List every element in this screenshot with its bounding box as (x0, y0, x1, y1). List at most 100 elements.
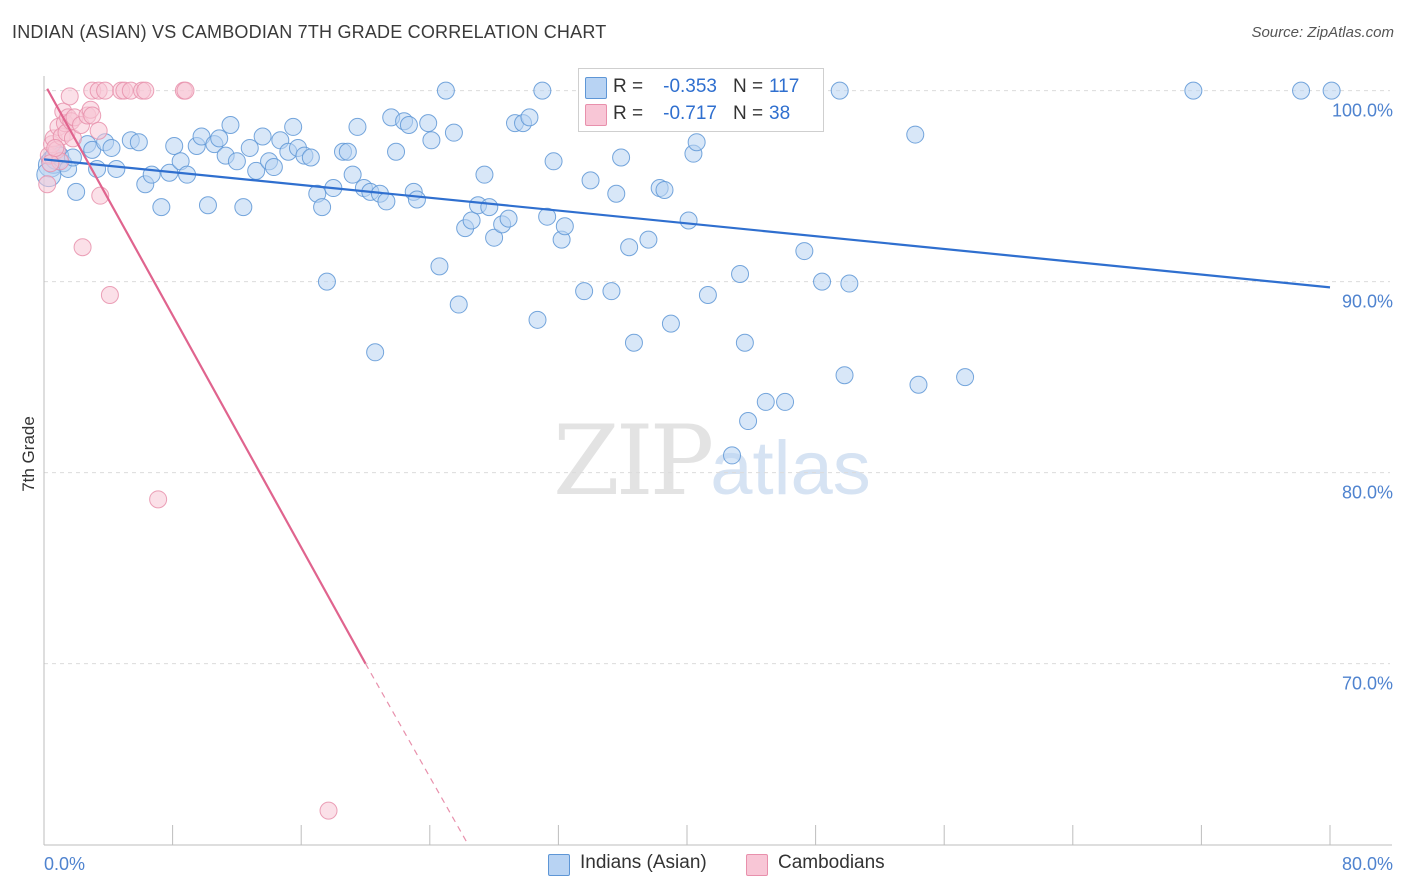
data-point (422, 131, 441, 150)
series-indians-asian (36, 81, 1341, 465)
trend-lines (43, 88, 1331, 846)
data-point (1184, 81, 1203, 100)
data-point (449, 295, 468, 314)
data-point (698, 285, 717, 304)
watermark-atlas: atlas (710, 426, 871, 511)
data-point (67, 182, 86, 201)
data-point (538, 207, 557, 226)
data-point (253, 127, 272, 146)
source-text: Source: ZipAtlas.com (1251, 24, 1394, 41)
data-point (165, 137, 184, 156)
data-point (136, 81, 155, 100)
data-point (575, 282, 594, 301)
data-point (661, 314, 680, 333)
data-point (102, 138, 121, 157)
data-point (366, 343, 385, 362)
data-point (387, 142, 406, 161)
data-point (813, 272, 832, 291)
data-point (436, 81, 455, 100)
data-point (756, 392, 775, 411)
legend-swatch-cambodians (585, 104, 607, 126)
data-point (444, 123, 463, 142)
grid (44, 90, 1390, 665)
data-point (735, 333, 754, 352)
data-point (830, 81, 849, 100)
data-point (723, 446, 742, 465)
data-point (639, 230, 658, 249)
data-point (152, 198, 171, 217)
data-point (176, 81, 195, 100)
data-point (533, 81, 552, 100)
data-point (679, 211, 698, 230)
data-point (198, 196, 217, 215)
legend-row-indians: R = -0.353 N = 117 (579, 75, 823, 99)
data-point (795, 242, 814, 261)
chart-title: INDIAN (ASIAN) VS CAMBODIAN 7TH GRADE CO… (12, 22, 607, 42)
data-point (731, 264, 750, 283)
data-point (227, 152, 246, 171)
data-point (528, 310, 547, 329)
data-point (221, 116, 240, 135)
data-point (234, 198, 253, 217)
data-point (377, 192, 396, 211)
data-point (581, 171, 600, 190)
data-point (624, 333, 643, 352)
data-point (776, 392, 795, 411)
legend-r-label: R = (613, 76, 644, 97)
data-point (313, 198, 332, 217)
data-point (607, 184, 626, 203)
legend-label-cambodians: Cambodians (778, 852, 885, 873)
data-point (338, 142, 357, 161)
data-point (909, 375, 928, 394)
data-point (73, 238, 92, 257)
data-point (210, 129, 229, 148)
data-point (343, 165, 362, 184)
y-tick-label: 100.0% (1332, 101, 1393, 121)
data-point (687, 133, 706, 152)
data-point (499, 209, 518, 228)
data-point (89, 121, 108, 140)
legend-row-cambodians: R = -0.717 N = 38 (579, 102, 823, 126)
legend-label-indians: Indians (Asian) (580, 852, 707, 873)
axes (43, 76, 1392, 846)
y-axis-label: 7th Grade (19, 416, 38, 492)
data-point (46, 138, 65, 157)
data-point (956, 368, 975, 387)
data-point (739, 412, 758, 431)
legend-swatch-indians (548, 854, 570, 876)
legend-n-value: 38 (769, 103, 791, 124)
data-point (100, 285, 119, 304)
legend-n-label: N = (733, 76, 764, 97)
data-point (602, 282, 621, 301)
data-point (620, 238, 639, 257)
legend-n-value: 117 (769, 76, 800, 97)
data-point (60, 87, 79, 106)
data-point (544, 152, 563, 171)
data-point (129, 133, 148, 152)
y-tick-label: 80.0% (1342, 483, 1393, 503)
y-tick-label: 90.0% (1342, 292, 1393, 312)
stats-legend: R = -0.353 N = 117 R = -0.717 N = 38 (578, 68, 824, 132)
data-point (149, 490, 168, 509)
data-point (1292, 81, 1311, 100)
data-point (264, 158, 283, 177)
data-point (840, 274, 859, 293)
legend-swatch-indians (585, 77, 607, 99)
data-point (319, 801, 338, 820)
axis-labels: 70.0% 80.0% 90.0% 100.0% 0.0% 80.0% 7th Grade (19, 101, 1393, 874)
data-point (399, 116, 418, 135)
x-tick-label: 80.0% (1342, 854, 1393, 874)
watermark-zip: ZIP (553, 405, 714, 517)
trend-line-cambodians (46, 88, 367, 665)
trend-line-cambodians-extension (364, 663, 469, 846)
data-point (1322, 81, 1341, 100)
y-tick-label: 70.0% (1342, 674, 1393, 694)
data-point (419, 114, 438, 133)
legend-r-value: -0.353 (663, 76, 717, 97)
data-point (520, 108, 539, 127)
trend-line-indians (43, 158, 1331, 289)
data-point (462, 211, 481, 230)
data-point (301, 148, 320, 167)
data-point (38, 175, 57, 194)
data-point (348, 117, 367, 136)
